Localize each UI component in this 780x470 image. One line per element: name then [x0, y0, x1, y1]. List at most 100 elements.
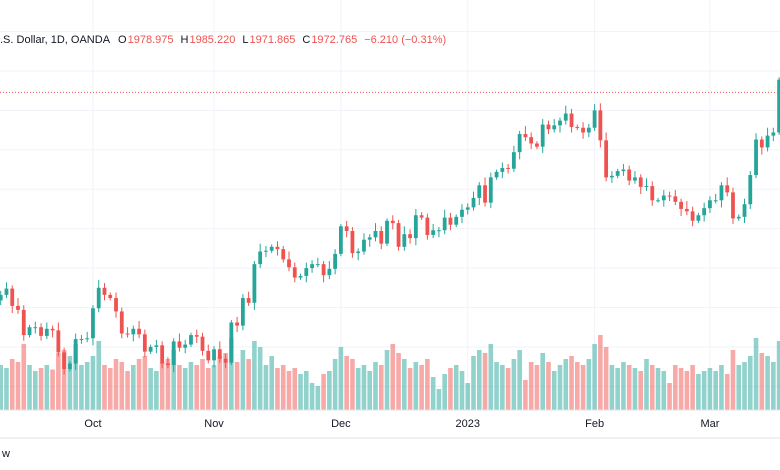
candle-body [540, 124, 545, 147]
volume-bar [482, 353, 488, 410]
volume-bar [355, 368, 361, 410]
candle-body [437, 230, 441, 232]
candle-body [604, 140, 609, 178]
candle-body [586, 127, 591, 133]
candle-body [21, 309, 26, 336]
volume-bar [701, 371, 707, 410]
candle-body [673, 196, 678, 202]
candle-body [137, 328, 141, 335]
volume-bar [557, 365, 563, 410]
volume-bar [177, 365, 182, 410]
volume-bar [269, 356, 275, 410]
volume-bar [511, 359, 517, 410]
candle-body [748, 175, 753, 205]
ohlc-label: C [302, 34, 310, 46]
candle-body [511, 152, 516, 169]
candle-body [488, 177, 493, 203]
candle-body [777, 79, 780, 133]
candle-body [396, 223, 401, 247]
candle-body [338, 226, 343, 254]
volume-bar [56, 353, 61, 410]
volume-bar [15, 362, 21, 410]
candle-body [402, 234, 407, 247]
candle-body [4, 288, 9, 295]
volume-bar [765, 356, 770, 410]
candle-body [431, 230, 436, 235]
candle-body [96, 287, 101, 309]
candle-body [373, 231, 378, 238]
candle-body [246, 298, 251, 303]
volume-bar [344, 356, 349, 410]
x-tick-label: Mar [700, 418, 719, 430]
volume-bar [649, 365, 655, 410]
volume-bar [338, 347, 344, 410]
candle-body [321, 264, 326, 276]
candle-body [754, 139, 758, 176]
volume-bar [84, 362, 90, 410]
candle-body [644, 186, 649, 188]
candle-body [223, 358, 228, 363]
volume-bar [292, 368, 298, 410]
candle-body [563, 113, 568, 121]
volume-bar [402, 359, 407, 410]
candle-body [44, 328, 49, 336]
volume-bar [136, 359, 142, 410]
candle-body [281, 249, 286, 260]
volume-layer [0, 335, 780, 410]
candle-body [212, 349, 216, 361]
candle-body [771, 132, 776, 136]
candle-body [171, 341, 176, 366]
volume-bar [240, 350, 246, 410]
volume-bar [0, 365, 3, 410]
ohlc-value: 1978.975 [128, 34, 174, 46]
candle-body [736, 216, 741, 219]
volume-bar [644, 359, 649, 410]
candle-body [252, 264, 257, 303]
candle-body [598, 110, 603, 141]
volume-bar [592, 344, 597, 410]
candle-body [85, 338, 90, 340]
volume-bar [263, 365, 269, 410]
volume-bar [154, 371, 159, 410]
volume-bar [61, 350, 67, 410]
candle-body [125, 333, 130, 335]
volume-bar [165, 359, 171, 410]
x-tick-label: Oct [84, 418, 101, 430]
candle-body [269, 246, 274, 251]
candle-body [258, 251, 263, 265]
volume-bar [102, 365, 107, 410]
volume-bar [119, 362, 125, 410]
candle-body [506, 167, 511, 169]
candle-body [379, 231, 384, 244]
volume-bar [505, 368, 511, 410]
volume-bar [655, 368, 661, 410]
candle-body [33, 327, 38, 329]
candle-body [477, 185, 482, 198]
volume-bar [38, 368, 44, 410]
candle-layer [0, 77, 780, 375]
candle-body [765, 135, 770, 148]
candle-body [627, 169, 632, 181]
volume-bar [707, 368, 713, 410]
volume-bar [713, 371, 718, 410]
volume-bar [257, 347, 263, 410]
volume-bar [684, 371, 690, 410]
volume-bar [586, 359, 592, 410]
volume-bar [396, 353, 401, 410]
volume-bar [776, 341, 780, 410]
volume-bar [459, 371, 465, 410]
volume-bar [724, 374, 730, 410]
candle-body [367, 237, 372, 240]
candle-body [425, 217, 430, 235]
candle-body [304, 268, 309, 276]
candle-body [114, 298, 118, 312]
candle-body [206, 350, 211, 361]
volume-bar [361, 365, 367, 410]
volume-bar [425, 359, 430, 410]
volume-bar [453, 365, 459, 410]
volume-bar [540, 353, 546, 410]
volume-bar [690, 365, 695, 410]
ohlc-label: H [181, 34, 189, 46]
candle-body [67, 363, 72, 369]
ohlc-label: L [242, 34, 248, 46]
